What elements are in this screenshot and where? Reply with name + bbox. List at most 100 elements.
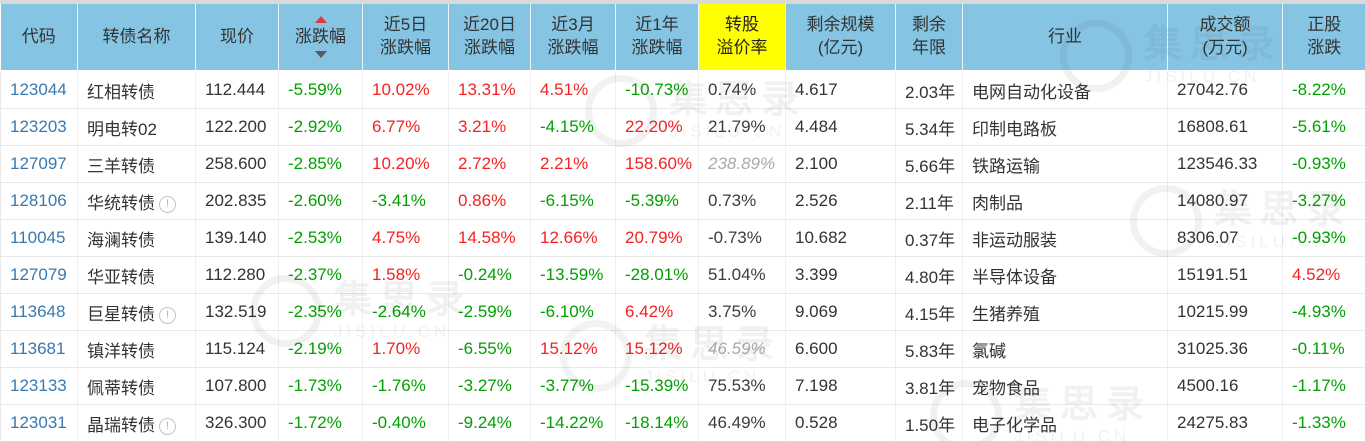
cell-industry: 肉制品 xyxy=(962,182,1168,220)
sort-desc-icon[interactable] xyxy=(314,51,327,59)
table-row: 128106 华统转债! 202.835 -2.60% -3.41% 0.86% -6.15… xyxy=(0,182,1365,220)
column-header-chg20[interactable]: 近20日 涨跌幅 xyxy=(448,4,531,72)
cell-size: 4.484 xyxy=(785,108,896,146)
cell-chg20: 13.31% xyxy=(448,71,531,109)
column-header-chg1y[interactable]: 近1年 涨跌幅 xyxy=(615,4,699,72)
cell-chg20: 14.58% xyxy=(448,219,531,257)
cell-chg3m: 12.66% xyxy=(530,219,616,257)
cell-change: -1.73% xyxy=(278,367,363,405)
column-header-code[interactable]: 代码 xyxy=(0,4,78,72)
cell-chg20: -2.59% xyxy=(448,293,531,331)
cell-code[interactable]: 123203 xyxy=(0,108,78,146)
cell-chg5: 1.70% xyxy=(362,330,449,368)
column-header-label: 近5日 xyxy=(383,15,428,35)
cell-price: 112.444 xyxy=(195,71,279,109)
cell-change: -2.37% xyxy=(278,256,363,294)
cell-chg3m: 15.12% xyxy=(530,330,616,368)
cell-code[interactable]: 113681 xyxy=(0,330,78,368)
info-icon[interactable]: ! xyxy=(159,417,176,435)
cell-stock: -0.93% xyxy=(1282,145,1365,183)
bond-name: 巨星转债 xyxy=(87,304,155,324)
table-header: 代码 转债名称 现价 涨跌幅 近5日 涨跌幅 近20日 涨跌幅 近3月 涨跌幅 近1年 涨跌幅 转股 溢价… xyxy=(0,4,1365,72)
column-header-change[interactable]: 涨跌幅 xyxy=(278,4,363,72)
cell-years: 2.03年 xyxy=(895,71,963,109)
cell-years: 5.66年 xyxy=(895,145,963,183)
cell-stock: -4.93% xyxy=(1282,293,1365,331)
table-row: 110045 海澜转债 139.140 -2.53% 4.75% 14.58% 12.66%… xyxy=(0,219,1365,257)
bond-name: 佩蒂转债 xyxy=(87,378,155,398)
cell-turnover: 8306.07 xyxy=(1167,219,1283,257)
column-header-size[interactable]: 剩余规模 (亿元) xyxy=(785,4,896,72)
cell-change: -1.72% xyxy=(278,404,363,441)
column-header-label: 成交额 xyxy=(1199,15,1251,35)
cell-price: 139.140 xyxy=(195,219,279,257)
cell-chg1y: -15.39% xyxy=(615,367,699,405)
cell-years: 5.83年 xyxy=(895,330,963,368)
cell-industry: 电网自动化设备 xyxy=(962,71,1168,109)
cell-name: 华亚转债 xyxy=(77,256,196,294)
cell-chg20: -6.55% xyxy=(448,330,531,368)
cell-code[interactable]: 123044 xyxy=(0,71,78,109)
cell-turnover: 24275.83 xyxy=(1167,404,1283,441)
cell-change: -2.53% xyxy=(278,219,363,257)
cell-code[interactable]: 127097 xyxy=(0,145,78,183)
cell-name: 红相转债 xyxy=(77,71,196,109)
cell-size: 0.528 xyxy=(785,404,896,441)
cell-chg1y: -10.73% xyxy=(615,71,699,109)
cell-chg5: -2.64% xyxy=(362,293,449,331)
table-row: 127097 三羊转债 258.600 -2.85% 10.20% 2.72% 2.21% 1… xyxy=(0,145,1365,183)
column-header-turnover[interactable]: 成交额 (万元) xyxy=(1167,4,1283,72)
cell-price: 202.835 xyxy=(195,182,279,220)
cell-chg5: 10.20% xyxy=(362,145,449,183)
cell-years: 3.81年 xyxy=(895,367,963,405)
cell-industry: 宠物食品 xyxy=(962,367,1168,405)
bond-name: 镇洋转债 xyxy=(87,341,155,361)
cell-chg1y: -18.14% xyxy=(615,404,699,441)
cell-size: 2.100 xyxy=(785,145,896,183)
cell-chg5: 4.75% xyxy=(362,219,449,257)
cell-code[interactable]: 113648 xyxy=(0,293,78,331)
column-header-chg5[interactable]: 近5日 涨跌幅 xyxy=(362,4,449,72)
column-header-price[interactable]: 现价 xyxy=(195,4,279,72)
cell-premium: 0.73% xyxy=(698,182,786,220)
cell-premium: 238.89% xyxy=(698,145,786,183)
cell-code[interactable]: 123031 xyxy=(0,404,78,441)
table-row: 123203 明电转02 122.200 -2.92% 6.77% 3.21% -4.15%… xyxy=(0,108,1365,146)
info-icon[interactable]: ! xyxy=(159,195,176,213)
cell-chg3m: -6.10% xyxy=(530,293,616,331)
cell-change: -2.92% xyxy=(278,108,363,146)
bond-name: 华统转债 xyxy=(87,193,155,213)
cell-chg1y: -28.01% xyxy=(615,256,699,294)
cell-premium: 75.53% xyxy=(698,367,786,405)
column-header-premium[interactable]: 转股 溢价率 xyxy=(698,4,786,72)
cell-name: 海澜转债 xyxy=(77,219,196,257)
info-icon[interactable]: ! xyxy=(159,306,176,324)
cell-industry: 半导体设备 xyxy=(962,256,1168,294)
column-header-stock[interactable]: 正股 涨跌 xyxy=(1282,4,1365,72)
table-row: 113648 巨星转债! 132.519 -2.35% -2.64% -2.59% -6.1… xyxy=(0,293,1365,331)
column-header-years[interactable]: 剩余 年限 xyxy=(895,4,963,72)
column-header-chg3m[interactable]: 近3月 涨跌幅 xyxy=(530,4,616,72)
bond-name: 明电转02 xyxy=(87,119,157,139)
cell-code[interactable]: 127079 xyxy=(0,256,78,294)
cell-years: 2.11年 xyxy=(895,182,963,220)
cell-code[interactable]: 128106 xyxy=(0,182,78,220)
cell-code[interactable]: 110045 xyxy=(0,219,78,257)
column-header-name[interactable]: 转债名称 xyxy=(77,4,196,72)
cell-code[interactable]: 123133 xyxy=(0,367,78,405)
column-header-label: 剩余规模 xyxy=(806,15,875,35)
cell-industry: 印制电路板 xyxy=(962,108,1168,146)
cell-chg5: -3.41% xyxy=(362,182,449,220)
cell-price: 115.124 xyxy=(195,330,279,368)
cell-years: 4.80年 xyxy=(895,256,963,294)
cell-name: 明电转02 xyxy=(77,108,196,146)
column-header-industry[interactable]: 行业 xyxy=(962,4,1168,72)
bond-name: 海澜转债 xyxy=(87,230,155,250)
cell-stock: -5.61% xyxy=(1282,108,1365,146)
cell-price: 326.300 xyxy=(195,404,279,441)
bond-name: 华亚转债 xyxy=(87,267,155,287)
column-header-label: 现价 xyxy=(220,26,254,46)
cell-chg3m: 2.21% xyxy=(530,145,616,183)
cell-price: 112.280 xyxy=(195,256,279,294)
sort-asc-icon[interactable] xyxy=(314,15,327,23)
